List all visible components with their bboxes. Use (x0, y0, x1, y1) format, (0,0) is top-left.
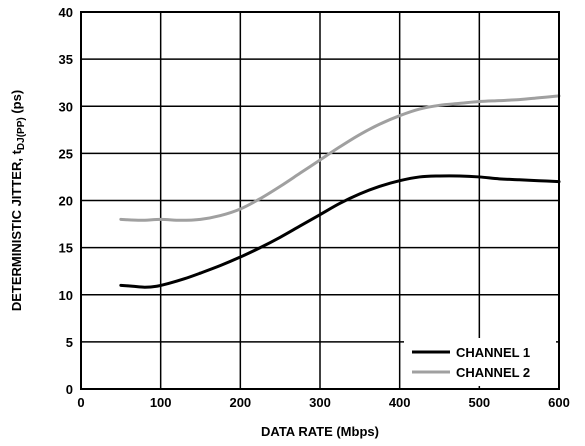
x-axis-title: DATA RATE (Mbps) (261, 424, 379, 439)
legend-label: CHANNEL 2 (456, 365, 530, 380)
y-tick-label: 25 (59, 146, 73, 161)
y-axis-title-subscript: DJ(PP) (16, 117, 27, 150)
x-tick-label: 100 (150, 395, 172, 410)
series-layer (119, 94, 561, 289)
y-tick-label: 10 (59, 288, 73, 303)
series-line-channel-2 (119, 94, 561, 222)
grid (81, 12, 559, 389)
y-tick-label: 20 (59, 194, 73, 209)
y-tick-label: 35 (59, 52, 73, 67)
legend: CHANNEL 1 CHANNEL 2 (404, 338, 556, 386)
x-tick-label: 600 (548, 395, 570, 410)
series-line-channel-1 (119, 174, 561, 289)
y-tick-label: 5 (66, 335, 73, 350)
x-tick-label: 500 (468, 395, 490, 410)
x-tick-label: 200 (229, 395, 251, 410)
legend-box (404, 338, 556, 386)
y-tick-label: 0 (66, 382, 73, 397)
ticks: 0 100 200 300 400 500 600 0 5 10 15 20 25 30 35 40 (59, 5, 570, 410)
x-tick-label: 400 (389, 395, 411, 410)
x-tick-label: 300 (309, 395, 331, 410)
y-tick-label: 40 (59, 5, 73, 20)
y-axis-title-unit: (ps) (9, 90, 24, 117)
y-tick-label: 30 (59, 99, 73, 114)
x-tick-label: 0 (77, 395, 84, 410)
y-tick-label: 15 (59, 241, 73, 256)
y-axis-title: DETERMINISTIC JITTER, tDJ(PP) (ps) (9, 90, 27, 311)
legend-label: CHANNEL 1 (456, 345, 530, 360)
y-axis-title-main: DETERMINISTIC JITTER, t (9, 149, 24, 311)
plot-frame (80, 11, 560, 390)
